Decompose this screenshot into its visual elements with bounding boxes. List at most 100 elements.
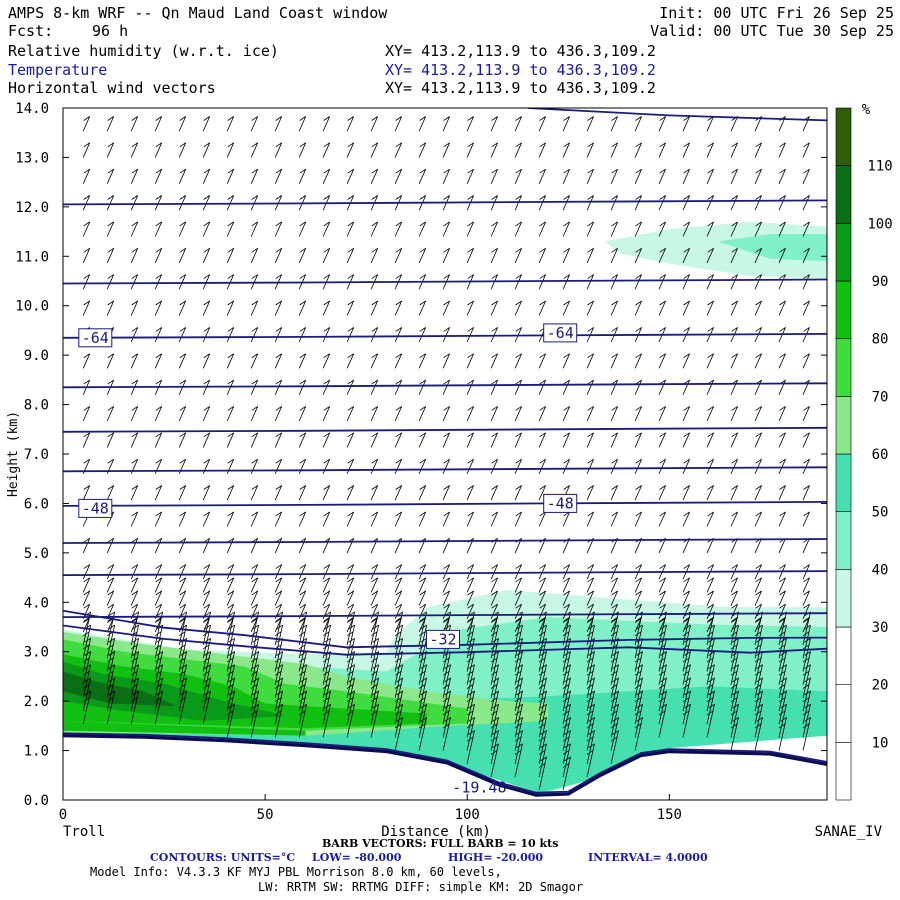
wind-barb xyxy=(802,142,810,158)
wind-barb xyxy=(394,690,403,725)
wind-barb xyxy=(106,142,115,158)
wind-barb xyxy=(754,717,763,751)
wind-barb xyxy=(106,590,115,606)
wind-barb xyxy=(154,577,163,593)
wind-barb xyxy=(658,690,667,725)
wind-barb xyxy=(706,677,715,712)
wind-barb xyxy=(778,717,787,751)
wind-barb xyxy=(418,116,427,132)
wind-barb xyxy=(730,406,738,422)
wind-barb xyxy=(754,485,762,501)
wind-barb xyxy=(418,717,427,751)
wind-barb xyxy=(418,485,427,501)
wind-barb xyxy=(298,458,307,474)
wind-barb xyxy=(682,603,690,619)
wind-barb xyxy=(418,616,427,633)
wind-barb xyxy=(298,537,307,554)
wind-barb xyxy=(610,274,618,290)
wind-barb xyxy=(586,300,594,316)
wind-barb xyxy=(778,651,787,685)
wind-barb xyxy=(370,458,379,474)
wind-barb xyxy=(514,406,522,422)
wind-barb xyxy=(682,221,690,237)
wind-barb xyxy=(394,616,403,633)
wind-barb xyxy=(754,511,762,527)
wind-barb xyxy=(538,379,546,395)
wind-barb xyxy=(730,577,738,593)
wind-barb xyxy=(706,247,714,264)
wind-barb xyxy=(586,247,594,264)
chart-title: AMPS 8-km WRF -- Qn Maud Land Coast wind… xyxy=(8,4,388,22)
wind-barb xyxy=(682,116,690,132)
wind-barb xyxy=(274,564,283,580)
wind-barb xyxy=(826,472,827,474)
wind-barb xyxy=(298,432,307,448)
wind-barb xyxy=(394,703,403,738)
wind-barb xyxy=(178,537,187,554)
wind-barb xyxy=(802,616,810,633)
wind-barb xyxy=(370,603,379,619)
wind-barb xyxy=(634,616,642,633)
wind-barb xyxy=(322,458,331,474)
wind-barb xyxy=(802,353,810,369)
wind-barb xyxy=(730,168,738,184)
wind-barb xyxy=(730,664,739,698)
wind-barb xyxy=(418,703,427,738)
wind-barb xyxy=(730,221,738,237)
wind-barb xyxy=(634,432,642,448)
wind-barb xyxy=(106,651,116,685)
wind-barb xyxy=(274,327,283,343)
wind-barb xyxy=(802,537,810,554)
wind-barb xyxy=(154,406,163,422)
wind-barb xyxy=(442,353,450,369)
wind-barb xyxy=(202,195,211,211)
wind-barb xyxy=(250,432,259,448)
wind-barb xyxy=(178,564,187,580)
temperature-contour xyxy=(527,108,827,122)
wind-barb xyxy=(106,485,115,501)
wind-barb xyxy=(490,168,498,184)
rh-region xyxy=(63,671,177,707)
wind-barb xyxy=(586,379,594,395)
wind-barb xyxy=(82,590,91,606)
wind-barb xyxy=(730,274,738,290)
wind-barb xyxy=(202,485,211,501)
rh-region xyxy=(63,720,306,736)
wind-barb xyxy=(442,168,450,184)
wind-barb xyxy=(106,247,115,264)
wind-barb xyxy=(802,651,811,685)
wind-barb xyxy=(778,142,786,158)
wind-barb xyxy=(442,432,450,448)
left-endpoint-label: Troll xyxy=(63,824,105,840)
wind-barb xyxy=(634,485,642,501)
wind-barb xyxy=(466,432,474,448)
wind-barb xyxy=(370,221,379,237)
wind-barb xyxy=(442,690,451,725)
wind-barb xyxy=(514,116,522,132)
model-info: Model Info: V4.3.3 KF MYJ PBL Morrison 8… xyxy=(90,865,502,879)
contour-labels: -64 -64 -48 -48 -32 -19.48 xyxy=(78,323,578,797)
wind-barb xyxy=(730,300,738,316)
wind-barb xyxy=(466,247,474,264)
wind-barb xyxy=(634,247,642,264)
wind-barb xyxy=(226,300,235,316)
wind-barb xyxy=(658,406,666,422)
wind-barb xyxy=(802,379,810,395)
wind-barb xyxy=(202,274,211,290)
wind-barb xyxy=(802,116,810,132)
wind-barb xyxy=(682,353,690,369)
wind-barb xyxy=(250,221,259,237)
wind-barb xyxy=(322,664,331,698)
wind-barb xyxy=(610,511,618,527)
wind-barb xyxy=(226,485,235,501)
wind-barb xyxy=(274,590,283,606)
wind-barb xyxy=(538,458,546,474)
wind-barb xyxy=(778,247,786,264)
colorbar-label: 80 xyxy=(872,332,889,348)
wind-barb xyxy=(634,590,642,606)
wind-barb xyxy=(250,458,259,474)
wind-barb xyxy=(298,590,307,606)
wind-barb xyxy=(130,577,139,593)
y-tick-label: 4.0 xyxy=(24,595,49,611)
